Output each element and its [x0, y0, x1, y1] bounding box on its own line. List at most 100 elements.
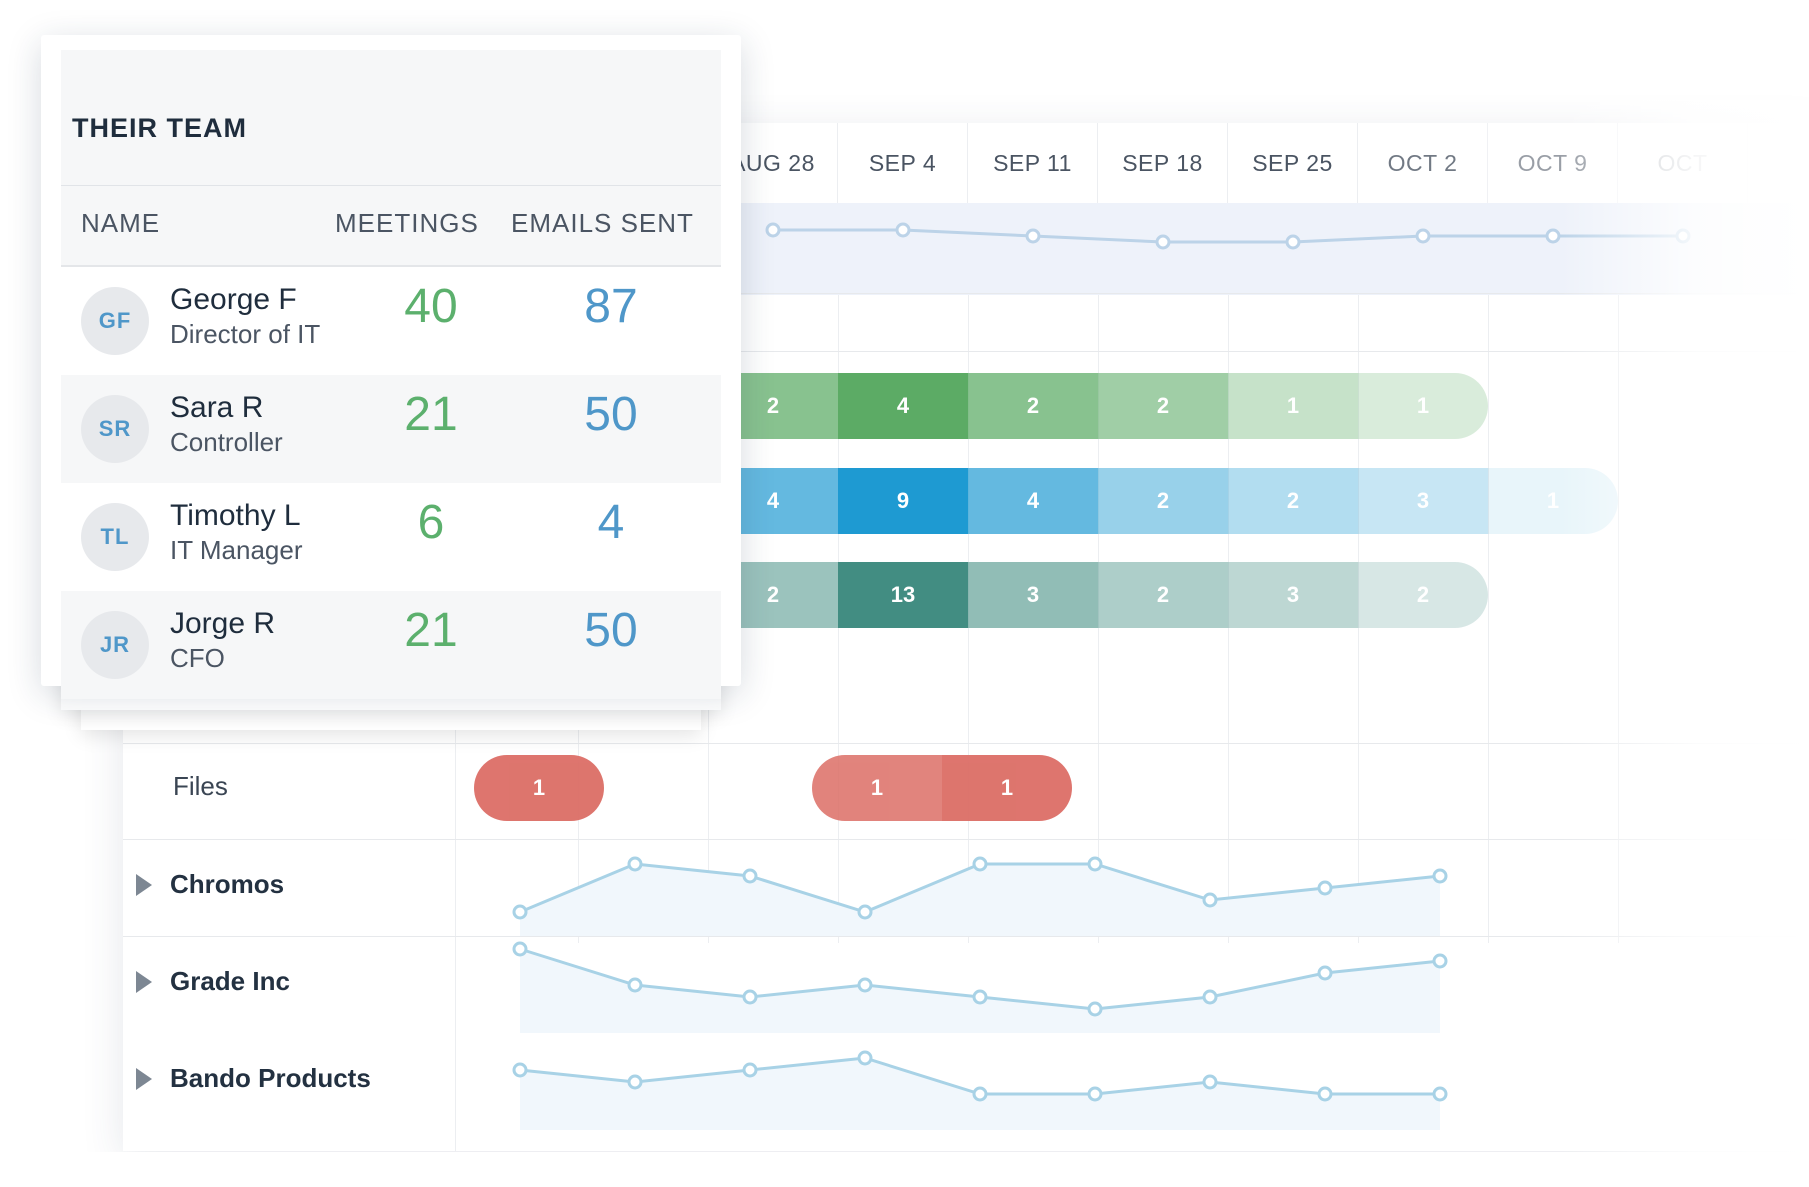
column-header-name[interactable]: NAME [81, 208, 161, 238]
activity-cell[interactable]: 3 [1228, 562, 1358, 628]
file-pill[interactable]: 1 [474, 755, 604, 821]
column-header-emails[interactable]: EMAILS SENT [511, 208, 694, 238]
activity-cell[interactable]: 9 [838, 468, 968, 534]
avatar: GF [81, 287, 149, 355]
date-header[interactable]: SEP 18 [1098, 123, 1228, 203]
sparkline-point [742, 868, 758, 884]
activity-cell[interactable]: 13 [838, 562, 968, 628]
member-name: Timothy L [170, 499, 301, 532]
date-header[interactable]: SEP 4 [838, 123, 968, 203]
team-member-row[interactable]: JR Jorge R CFO 21 50 [61, 591, 721, 699]
activity-cell[interactable]: 2 [968, 373, 1098, 439]
row-divider [455, 351, 1809, 352]
activity-cell[interactable]: 2 [1228, 468, 1358, 534]
emails-count: 4 [597, 496, 625, 549]
divider [61, 265, 721, 267]
file-pill[interactable]: 1 [812, 755, 942, 821]
sparkline-point [1202, 1074, 1218, 1090]
team-member-row[interactable]: SR Sara R Controller 21 50 [61, 375, 721, 483]
activity-cell[interactable]: 2 [1098, 468, 1228, 534]
row-divider [455, 293, 1809, 294]
team-member-row[interactable]: TL Timothy L IT Manager 6 4 [61, 483, 721, 591]
date-header[interactable]: SEP 25 [1228, 123, 1358, 203]
row-divider [123, 839, 1809, 840]
activity-cell[interactable]: 3 [1358, 468, 1488, 534]
sparkline-point [1155, 234, 1171, 250]
date-header[interactable]: SEP 11 [968, 123, 1098, 203]
sparkline-point [742, 1062, 758, 1078]
caret-right-icon[interactable] [136, 1067, 152, 1090]
sparkline-point [627, 856, 643, 872]
activity-cell[interactable]: 2 [1098, 562, 1228, 628]
sparkline-point [1317, 965, 1333, 981]
company-row-toggle[interactable]: Grade Inc [136, 966, 290, 997]
sparkline-point [1087, 1086, 1103, 1102]
column-gridline [1228, 203, 1229, 943]
activity-cell[interactable]: 4 [838, 373, 968, 439]
sparkline-point [972, 1086, 988, 1102]
sparkline-point [765, 222, 781, 238]
caret-right-icon[interactable] [136, 873, 152, 896]
activity-cell[interactable]: 1 [1228, 373, 1358, 439]
column-gridline [1098, 203, 1099, 943]
meetings-count: 6 [417, 496, 445, 549]
sparkline-point [857, 1050, 873, 1066]
member-name: Sara R [170, 391, 264, 424]
company-row-toggle[interactable]: Chromos [136, 869, 284, 900]
sparkline-point [1202, 989, 1218, 1005]
summary-sparkline-line [773, 228, 1683, 244]
date-header[interactable]: AUG 28 [708, 123, 838, 203]
avatar: JR [81, 611, 149, 679]
activity-cell[interactable]: 2 [1098, 373, 1228, 439]
sparkline-point [742, 989, 758, 1005]
activity-cell[interactable]: 3 [968, 562, 1098, 628]
sparkline-point [1545, 228, 1561, 244]
emails-count: 50 [584, 388, 638, 441]
member-name: George F [170, 283, 297, 316]
column-gridline [1358, 203, 1359, 943]
column-gridline [1488, 203, 1489, 943]
sparkline-point [627, 977, 643, 993]
file-pill[interactable]: 1 [942, 755, 1072, 821]
activity-cell[interactable]: 2 [1358, 562, 1488, 628]
emails-count: 50 [584, 604, 638, 657]
company-name: Chromos [170, 869, 285, 899]
team-member-row[interactable]: GF George F Director of IT 40 87 [61, 267, 721, 375]
column-gridline [1618, 203, 1619, 943]
company-row-toggle[interactable]: Bando Products [136, 1063, 371, 1094]
sparkline-point [857, 904, 873, 920]
sparkline-point [1285, 234, 1301, 250]
company-sparkline [512, 941, 1448, 1033]
date-header[interactable]: OCT 2 [1358, 123, 1488, 203]
sparkline-point [512, 941, 528, 957]
files-label: Files [173, 771, 228, 801]
avatar: SR [81, 395, 149, 463]
activity-cell[interactable]: 4 [968, 468, 1098, 534]
column-header-meetings[interactable]: MEETINGS [335, 208, 479, 238]
activity-cell[interactable]: 1 [1488, 468, 1618, 534]
sparkline-point [1025, 228, 1041, 244]
company-name: Grade Inc [170, 966, 290, 996]
activity-cell[interactable]: 1 [1358, 373, 1488, 439]
sparkline-point [972, 856, 988, 872]
sparkline-point [512, 904, 528, 920]
avatar: TL [81, 503, 149, 571]
member-role: Director of IT [170, 319, 321, 349]
company-sparkline [512, 1050, 1448, 1130]
meetings-count: 21 [404, 604, 458, 657]
meetings-count: 40 [404, 280, 458, 333]
sparkline-point [1432, 868, 1448, 884]
divider [61, 185, 721, 186]
company-sparkline [512, 856, 1448, 936]
date-header[interactable]: OCT [1618, 123, 1748, 203]
meetings-count: 21 [404, 388, 458, 441]
caret-right-icon[interactable] [136, 970, 152, 993]
date-header[interactable]: OCT 9 [1488, 123, 1618, 203]
sparkline-point [1432, 953, 1448, 969]
row-divider [123, 743, 1809, 744]
sparkline-point [627, 1074, 643, 1090]
sparkline-point [1087, 1001, 1103, 1017]
team-title: THEIR TEAM [72, 113, 247, 143]
emails-count: 87 [584, 280, 638, 333]
sparkline-point [1317, 880, 1333, 896]
